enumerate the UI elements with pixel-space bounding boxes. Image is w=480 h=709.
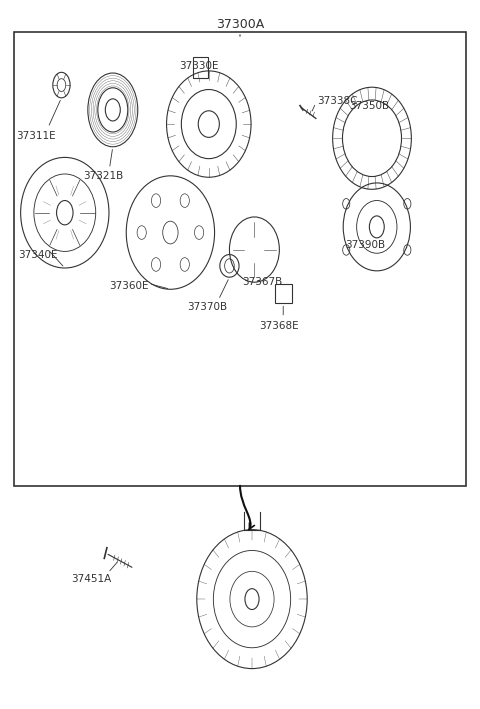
Text: 37338C: 37338C <box>317 96 357 106</box>
Text: 37367B: 37367B <box>242 277 283 287</box>
Text: 37321B: 37321B <box>83 171 123 181</box>
Bar <box>275 284 292 303</box>
Text: 37340E: 37340E <box>18 250 57 260</box>
Text: 37360E: 37360E <box>109 281 148 291</box>
Text: 37311E: 37311E <box>16 131 56 141</box>
Text: 37300A: 37300A <box>216 18 264 31</box>
Text: 37368E: 37368E <box>260 321 299 331</box>
Text: 37370B: 37370B <box>187 302 228 312</box>
Text: 37330E: 37330E <box>180 61 219 71</box>
Text: 37390B: 37390B <box>345 240 385 250</box>
Bar <box>193 57 207 78</box>
Text: 37350B: 37350B <box>349 101 390 111</box>
Text: 37451A: 37451A <box>71 574 111 584</box>
Bar <box>14 32 466 486</box>
